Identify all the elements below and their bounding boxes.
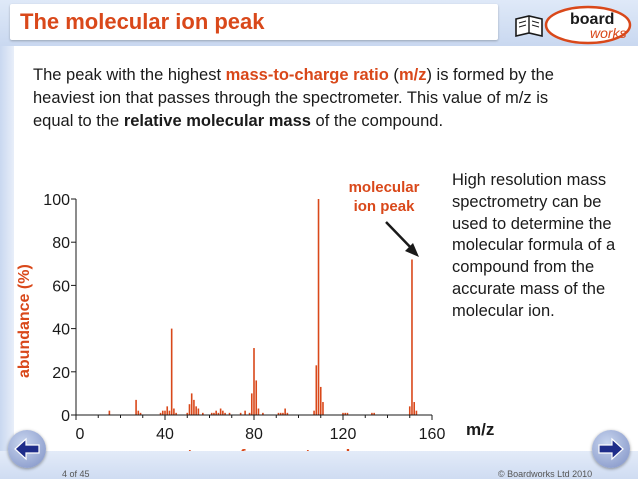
spectrum-peak: [210, 412, 213, 415]
arrow-left-icon: [14, 437, 40, 461]
spectrum-peak: [315, 365, 318, 415]
spectrum-peak: [159, 412, 162, 415]
spectrum-peak: [108, 410, 111, 415]
side-note: High resolution mass spectrometry can be…: [452, 171, 616, 320]
intro-text-7: of the compound.: [310, 112, 444, 130]
spectrum-peak: [286, 412, 289, 415]
x-tick-label: 160: [419, 426, 446, 443]
y-tick-label: 20: [52, 365, 70, 382]
spectrum-peak: [137, 410, 140, 415]
intro-paragraph: The peak with the highest mass-to-charge…: [33, 64, 593, 133]
spectrum-peak: [135, 399, 137, 415]
spectrum-peak: [168, 410, 171, 415]
page-title: The molecular ion peak: [20, 9, 265, 34]
spectrum-peak: [415, 410, 418, 415]
previous-slide-button[interactable]: [8, 430, 46, 468]
spectrum-peak: [322, 402, 324, 415]
spectrum-peak: [255, 380, 258, 415]
spectrum-peak: [344, 412, 347, 415]
spectrum-peak: [342, 412, 344, 415]
spectrum-peak: [250, 393, 253, 415]
spectrum-peak: [166, 406, 169, 415]
y-axis-label: abundance (%): [16, 264, 33, 378]
spectrum-peak: [239, 412, 242, 415]
spectrum-peak: [284, 408, 286, 415]
molecular-ion-peak-label: molecular ion peak: [330, 178, 438, 216]
spectrum-peak: [139, 412, 142, 415]
spectrum-peak: [262, 412, 264, 415]
spectrum-peak: [257, 408, 260, 415]
spectrum-peak: [253, 348, 255, 415]
x-tick-label: 40: [156, 426, 174, 443]
peak-label-line1: molecular: [348, 179, 420, 196]
spectrum-peak: [197, 408, 200, 415]
y-tick-label: 80: [52, 235, 70, 252]
spectrum-peak: [222, 410, 224, 415]
spectrum-peak: [313, 410, 315, 415]
x-tick-label: 120: [330, 426, 357, 443]
spectrum-peak: [164, 410, 166, 415]
book-icon: [515, 15, 543, 38]
spectrum-peak: [173, 408, 175, 415]
copyright-notice: © Boardworks Ltd 2010: [498, 469, 593, 479]
sidebar-strip: [0, 46, 14, 451]
boardworks-logo: board works: [512, 5, 634, 45]
x-tick-label: 80: [245, 426, 263, 443]
intro-bold-rmm: relative molecular mass: [123, 112, 311, 130]
spectrum-peak: [195, 406, 197, 415]
logo-word-works: works: [590, 25, 627, 41]
x-tick-label: 0: [76, 426, 85, 443]
spectrum-peak: [213, 412, 215, 415]
intro-text-1: The peak with the highest: [33, 66, 226, 84]
spectrum-peak: [282, 412, 284, 415]
spectrum-peak: [175, 412, 177, 415]
intro-highlight-mz: m/z: [398, 66, 427, 84]
slide-counter: 4 of 45: [62, 469, 90, 479]
spectrum-peak: [346, 412, 349, 415]
spectrum-peak: [317, 199, 320, 415]
spectrum-peak: [186, 412, 189, 415]
logo-word-board: board: [570, 11, 614, 28]
spectrum-peak: [244, 410, 246, 415]
spectrum-peak: [202, 412, 204, 415]
next-slide-button[interactable]: [592, 430, 630, 468]
spectrum-peak: [279, 412, 282, 415]
y-tick-label: 100: [43, 192, 70, 209]
arrow-right-icon: [598, 437, 624, 461]
peak-label-line2: ion peak: [353, 198, 415, 215]
x-axis-label: m/z: [466, 420, 495, 439]
spectrum-peak: [277, 412, 280, 415]
spectrum-peak: [373, 412, 375, 415]
spectrum-peak: [413, 402, 415, 415]
y-tick-label: 40: [52, 322, 70, 339]
spectrum-peak: [228, 412, 231, 415]
annotation-arrowhead: [405, 243, 419, 257]
spectrum-peak: [411, 259, 413, 415]
spectrum-peak: [190, 393, 193, 415]
spectrum-peak: [217, 412, 220, 415]
y-tick-label: 60: [52, 278, 70, 295]
spectrum-peak: [188, 404, 191, 415]
intro-highlight-mass-to-charge: mass-to-charge ratio: [225, 66, 389, 84]
title-box: [10, 4, 498, 40]
y-tick-label: 0: [61, 408, 70, 425]
spectrum-peak: [193, 399, 195, 415]
footer-bar: [0, 451, 638, 479]
spectrum-peak: [371, 412, 373, 415]
spectrum-peak: [248, 412, 251, 415]
spectrum-peak: [161, 410, 164, 415]
spectrum-peak: [215, 410, 217, 415]
spectrum-peak: [224, 412, 226, 415]
intro-text-3: (: [388, 66, 399, 84]
intro-text-5: ) is formed by the heaviest ion that pas…: [33, 66, 554, 130]
spectrum-peak: [408, 406, 411, 415]
spectrum-peak: [319, 386, 322, 415]
spectrum-peak: [219, 408, 222, 415]
spectrum-peak: [170, 328, 173, 415]
